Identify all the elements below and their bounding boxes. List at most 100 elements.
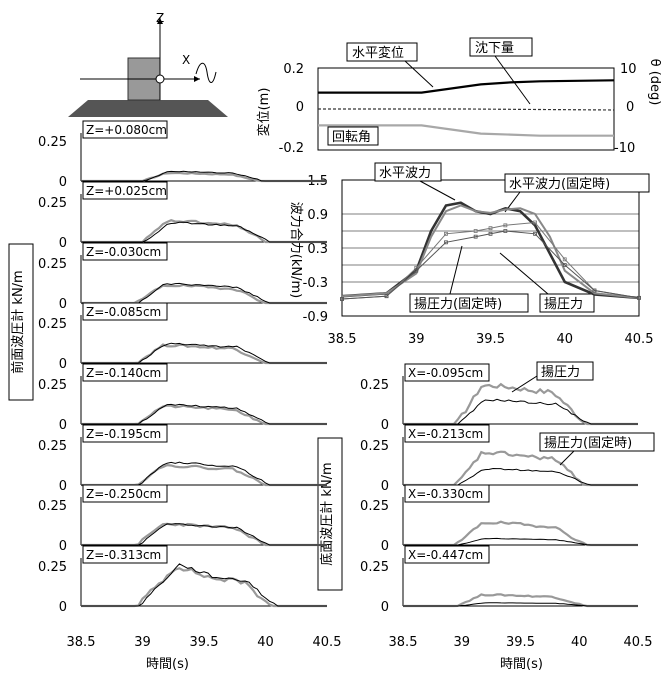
annotation-text: 揚圧力(固定時) [544,435,632,451]
bottom-pressure-annotation-uplift: 揚圧力 [511,361,594,393]
front-pressure-panels: 0.25 0 Z=+0.080cm 0.25 0 Z=+0.025cm 0.25 0 Z=-0.… [38,120,327,615]
front-pressure-panel-series-gray [81,171,327,183]
front-pressure-panel-ytick-zero: 0 [59,236,67,251]
front-pressure-panel-ytick-zero: 0 [59,539,67,554]
displacement-annotation-settlement: 沈下量 [469,37,533,105]
origin-marker [155,74,165,84]
annotation-text: 水平波力(固定時) [509,177,610,192]
front-pressure-panel-series-black [81,221,327,243]
displacement-ytick-mid: 0 [296,100,304,115]
front-pressure-panel-label: Z=+0.025cm [86,184,167,198]
front-pressure-group-label: 前面波圧計 kN/m [8,243,34,401]
wave-force-xtick: 39.5 [476,332,505,347]
bottom-pressure-panel-label-box [404,363,490,382]
front-pressure-panel-ytick-top: 0.25 [38,499,67,514]
wave-force-marker [414,268,419,273]
wave-force-ytick: -0.3 [303,276,328,291]
annotation-box [536,361,594,381]
front-pressure-panel-label-box [82,302,168,321]
wave-force-marker [503,229,508,233]
structure-inset: Z X [68,11,228,117]
left-x-tick: 40.5 [313,635,342,650]
bottom-pressure-group-label: 底面波圧計 kN/m [317,437,343,591]
annotation-leader [559,450,575,466]
front-pressure-panel-series-black [81,461,327,486]
bottom-pressure-panel-series-gray [403,593,638,608]
front-pressure-panel-label-box [82,424,168,443]
wave-force-ytick: 0.9 [307,208,328,223]
bottom-pressure-panel: 0.25 0 X=-0.095cm [360,363,638,433]
wave-force-annotation-horizontal: 水平波力 [374,162,456,201]
annotation-text: 回転角 [332,130,371,145]
front-pressure-panel-label-box [82,484,168,503]
front-pressure-panel-ytick-zero: 0 [59,357,67,372]
wave-force-ytick: -0.9 [303,310,328,325]
bottom-pressure-panel-ytick-zero: 0 [381,418,389,433]
rotation-ytick-mid: 0 [626,100,634,115]
front-pressure-panel: 0.25 0 Z=+0.025cm [38,181,327,251]
front-pressure-panel-ytick-top: 0.25 [38,257,67,272]
front-pressure-panel-ytick-top: 0.25 [38,560,67,575]
front-pressure-panel-ytick-top: 0.25 [38,317,67,332]
front-pressure-panel-series-gray [81,522,327,547]
bottom-pressure-panel-label: X=-0.213cm [408,427,483,441]
displacement-chart: 変位(m) 0.2 0 -0.2 10 0 -10 θ (deg) 水平変位 沈… [256,37,661,156]
bottom-pressure-panel-series-black [403,602,638,607]
wave-symbol [195,62,217,83]
rotation-ytick-bottom: -10 [614,141,635,156]
front-pressure-panel: 0.25 0 Z=+0.080cm [38,120,327,190]
bottom-pressure-panel-label: X=-0.330cm [408,487,483,501]
front-pressure-panel-label: Z=-0.085cm [86,305,161,319]
wave-force-marker [533,231,537,236]
wave-force-series-2 [341,221,640,300]
right-x-tick-labels: 38.5 39 39.5 40 40.5 [389,635,653,650]
bottom-pressure-panel: 0.25 0 X=-0.447cm [360,545,638,615]
displacement-ylabel: 変位(m) [256,88,272,137]
wave-force-marker [488,226,493,231]
bottom-pressure-panel-label-box [404,484,490,503]
front-pressure-panel: 0.25 0 Z=-0.085cm [38,302,327,372]
left-x-tick-labels: 38.5 39 39.5 40 40.5 [67,635,342,650]
rotation-ylabel: θ (deg) [647,59,661,106]
front-pressure-panel-series-gray [81,343,327,365]
front-pressure-panel-label: Z=-0.195cm [86,427,161,441]
annotation-text: 水平波力 [379,166,431,181]
bottom-pressure-panel-series-black [403,467,638,486]
z-arrow-head [157,18,163,24]
x-axis-label: X [182,53,190,67]
wave-force-marker [488,231,493,236]
front-pressure-panel-ytick-zero: 0 [59,479,67,494]
front-pressure-panel-label-box [82,242,168,261]
front-pressure-panel-series-black [81,403,327,425]
annotation-text: 沈下量 [475,41,514,56]
wave-force-xtick: 40.5 [625,332,654,347]
wave-force-ytick: 0.3 [307,242,328,257]
front-pressure-panel: 0.25 0 Z=-0.140cm [38,363,327,433]
annotation-text: 水平変位 [352,45,404,61]
front-pressure-panel-ytick-zero: 0 [59,175,67,190]
wave-force-series-0 [341,201,640,300]
displacement-ytick-top: 0.2 [283,62,304,77]
wave-force-marker [444,231,448,236]
front-pressure-panel-label: Z=+0.080cm [86,123,167,137]
z-axis-label: Z [156,11,164,25]
front-pressure-panel-label-box [82,120,168,139]
wave-force-ylabel: 波力合力(kN/m) [288,202,303,298]
annotation-leader [511,375,538,393]
front-pressure-panel: 0.25 0 Z=-0.195cm [38,424,327,494]
wave-force-x-tick-labels: 38.5 39 39.5 40 40.5 [328,332,654,347]
wave-force-series-1 [341,204,640,299]
bottom-pressure-panel-ytick-zero: 0 [381,600,389,615]
front-pressure-panel-ytick-zero: 0 [59,600,67,615]
wave-force-annotation-horizontal-fixed: 水平波力(固定時) [504,173,650,213]
front-pressure-panel-label-box [82,181,168,200]
wave-force-xtick: 39 [408,332,425,347]
right-x-tick: 39.5 [506,635,535,650]
front-pressure-panel-ytick-top: 0.25 [38,439,67,454]
front-pressure-panel-label: Z=-0.313cm [86,548,161,562]
bottom-pressure-panel-ytick-top: 0.25 [360,499,389,514]
bottom-pressure-panel-label-box [404,424,490,443]
right-time-label: 時間(s) [500,657,543,672]
front-pressure-panel: 0.25 0 Z=-0.250cm [38,484,327,554]
